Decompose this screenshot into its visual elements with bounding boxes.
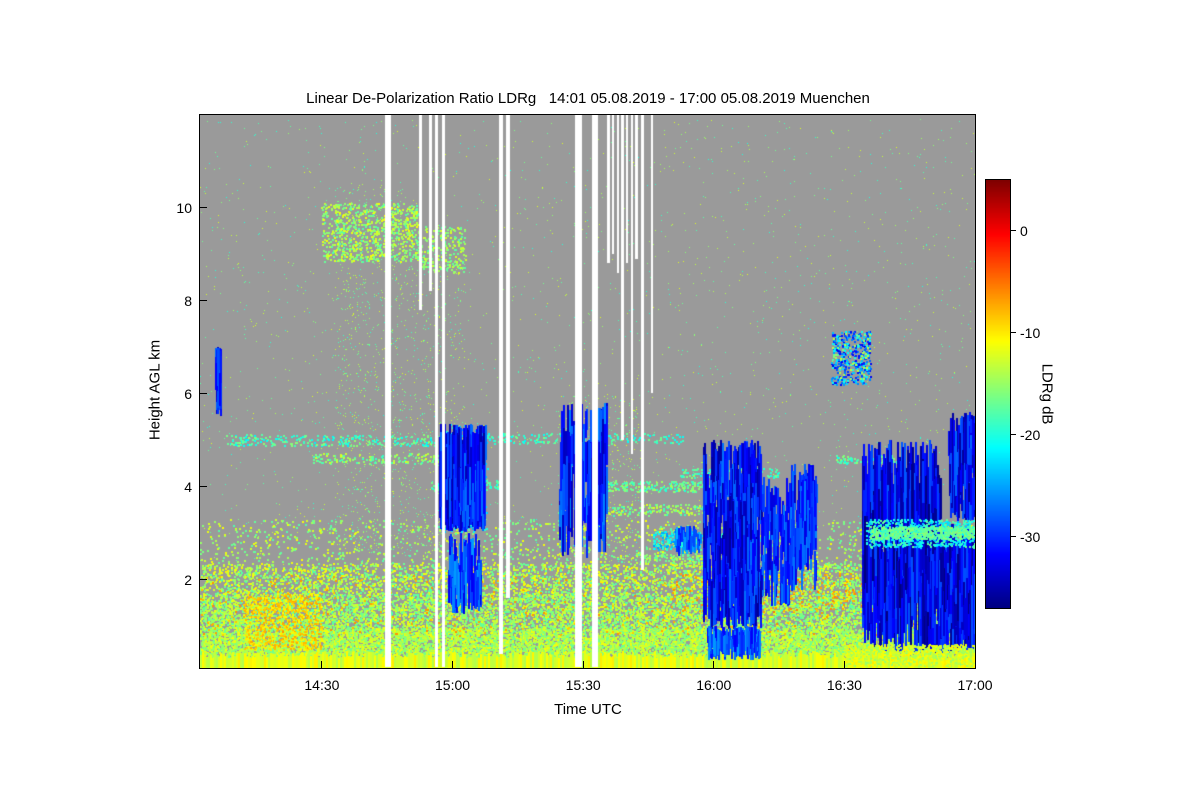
colorbar-label: LDRg dB (1038, 363, 1056, 425)
colorbar-tick-label: -30 (1020, 528, 1041, 545)
y-tick (200, 393, 207, 395)
x-tick (321, 661, 323, 668)
heatmap-canvas (200, 115, 975, 668)
colorbar-tick-label: -20 (1020, 426, 1041, 443)
x-tick-label: 16:00 (696, 677, 732, 693)
colorbar-tick (1011, 230, 1016, 232)
y-tick (200, 579, 207, 581)
colorbar-tick (1011, 536, 1016, 538)
x-tick-label: 17:00 (957, 677, 993, 693)
x-tick-label: 15:30 (565, 677, 601, 693)
y-tick-label: 10 (176, 199, 192, 216)
colorbar-tick (1011, 434, 1016, 436)
x-tick-label: 14:30 (304, 677, 340, 693)
colorbar-tick-label: 0 (1020, 222, 1028, 239)
x-tick (582, 661, 584, 668)
x-tick-label: 15:00 (434, 677, 471, 693)
x-tick-label: 16:30 (826, 677, 862, 693)
colorbar-frame (985, 179, 1011, 609)
y-tick-label: 2 (184, 571, 192, 588)
x-tick (974, 661, 976, 668)
chart-title: Linear De-Polarization Ratio LDRg 14:01 … (306, 90, 870, 107)
colorbar-tick-label: -10 (1020, 324, 1041, 341)
y-tick (200, 300, 207, 302)
plot-frame (199, 114, 976, 669)
x-tick (713, 661, 715, 668)
colorbar-canvas (986, 180, 1010, 608)
colorbar-tick (1011, 332, 1016, 334)
x-tick (452, 661, 454, 668)
x-tick (843, 661, 845, 668)
y-tick (200, 207, 207, 209)
y-tick-label: 4 (184, 478, 192, 495)
y-tick-label: 8 (184, 292, 192, 309)
x-axis-label: Time UTC (554, 701, 622, 718)
y-tick (200, 486, 207, 488)
y-tick-label: 6 (184, 385, 192, 402)
